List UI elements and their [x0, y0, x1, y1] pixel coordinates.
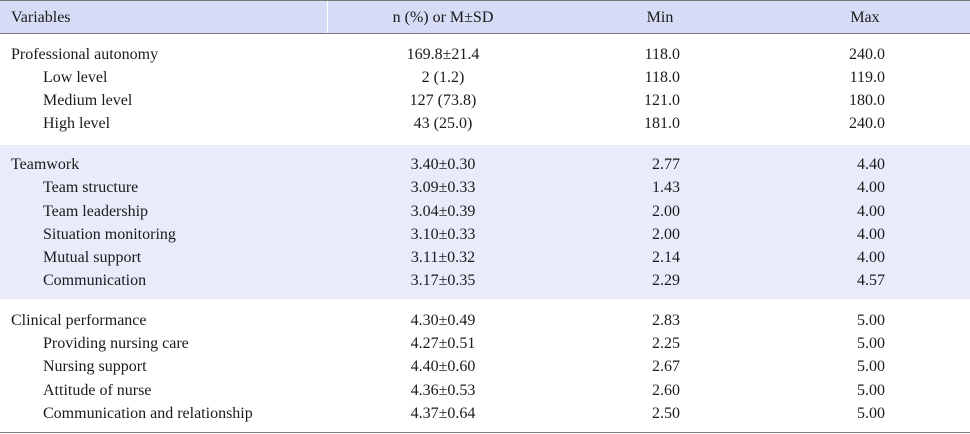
row-max: 240.0 — [849, 46, 885, 63]
row-value: 3.40±0.30 — [410, 156, 476, 173]
row-label: Team structure — [43, 179, 139, 196]
row-label: Nursing support — [43, 358, 147, 375]
row-min: 118.0 — [644, 69, 680, 86]
row-label: Communication and relationship — [43, 405, 253, 422]
row-min: 2.50 — [652, 405, 680, 422]
table-row: Communication and relationship 4.37±0.64… — [0, 402, 970, 425]
row-label: Clinical performance — [11, 312, 147, 329]
row-max: 4.40 — [857, 156, 885, 173]
table-row: Situation monitoring 3.10±0.33 2.00 4.00 — [0, 223, 970, 246]
row-max: 4.00 — [857, 203, 885, 220]
row-min: 2.25 — [652, 335, 680, 352]
table-row: Professional autonomy 169.8±21.4 118.0 2… — [0, 43, 970, 66]
table-row: Clinical performance 4.30±0.49 2.83 5.00 — [0, 309, 970, 332]
row-max: 5.00 — [857, 405, 885, 422]
row-max: 4.00 — [857, 179, 885, 196]
table-row: Communication 3.17±0.35 2.29 4.57 — [0, 269, 970, 292]
row-label: Attitude of nurse — [43, 382, 152, 399]
row-value: 127 (73.8) — [409, 92, 477, 109]
row-label: Professional autonomy — [11, 46, 159, 63]
row-max: 5.00 — [857, 312, 885, 329]
row-max: 119.0 — [849, 69, 885, 86]
header-min: Min — [646, 9, 674, 26]
row-max: 5.00 — [857, 382, 885, 399]
row-max: 240.0 — [849, 115, 885, 132]
row-label: Mutual support — [43, 249, 142, 266]
row-value: 3.04±0.39 — [410, 203, 476, 220]
row-value: 4.30±0.49 — [410, 312, 476, 329]
row-min: 181.0 — [644, 115, 680, 132]
group-professional-autonomy: Professional autonomy 169.8±21.4 118.0 2… — [0, 34, 970, 143]
row-value: 3.09±0.33 — [410, 179, 476, 196]
row-min: 2.77 — [652, 156, 680, 173]
table-row: Team structure 3.09±0.33 1.43 4.00 — [0, 176, 970, 199]
row-label: Providing nursing care — [43, 335, 189, 352]
row-label: Team leadership — [43, 203, 149, 220]
row-min: 2.00 — [652, 203, 680, 220]
header-max: Max — [850, 9, 880, 26]
row-value: 3.10±0.33 — [410, 226, 476, 243]
row-value: 4.27±0.51 — [410, 335, 476, 352]
row-max: 4.57 — [857, 272, 885, 289]
table-header: Variables n (%) or M±SD Min Max — [0, 0, 970, 34]
row-min: 2.67 — [652, 358, 680, 375]
row-min: 1.43 — [652, 179, 680, 196]
row-min: 2.00 — [652, 226, 680, 243]
table-row: Providing nursing care 4.27±0.51 2.25 5.… — [0, 332, 970, 355]
row-label: Low level — [43, 69, 108, 86]
row-value: 4.40±0.60 — [410, 358, 476, 375]
row-min: 2.60 — [652, 382, 680, 399]
row-value: 3.17±0.35 — [410, 272, 476, 289]
row-min: 2.14 — [652, 249, 680, 266]
header-variables: Variables — [11, 9, 71, 26]
row-label: Teamwork — [11, 156, 80, 173]
header-divider — [327, 1, 328, 33]
row-value: 169.8±21.4 — [406, 46, 480, 63]
header-n-mean: n (%) or M±SD — [392, 9, 494, 26]
row-min: 121.0 — [644, 92, 680, 109]
row-value: 2 (1.2) — [421, 69, 465, 86]
row-max: 5.00 — [857, 358, 885, 375]
row-max: 5.00 — [857, 335, 885, 352]
table-row: Mutual support 3.11±0.32 2.14 4.00 — [0, 246, 970, 269]
group-teamwork: Teamwork 3.40±0.30 2.77 4.40 Team struct… — [0, 145, 970, 299]
row-label: High level — [43, 115, 111, 132]
row-max: 4.00 — [857, 226, 885, 243]
table-row: Low level 2 (1.2) 118.0 119.0 — [0, 66, 970, 89]
bottom-rule — [0, 432, 970, 433]
row-value: 4.37±0.64 — [410, 405, 476, 422]
table-row: Teamwork 3.40±0.30 2.77 4.40 — [0, 153, 970, 176]
table-row: High level 43 (25.0) 181.0 240.0 — [0, 112, 970, 135]
row-min: 118.0 — [644, 46, 680, 63]
row-label: Medium level — [43, 92, 133, 109]
table-row: Medium level 127 (73.8) 121.0 180.0 — [0, 89, 970, 112]
row-min: 2.29 — [652, 272, 680, 289]
row-value: 4.36±0.53 — [410, 382, 476, 399]
row-value: 3.11±0.32 — [410, 249, 476, 266]
row-min: 2.83 — [652, 312, 680, 329]
row-max: 180.0 — [849, 92, 885, 109]
table-row: Nursing support 4.40±0.60 2.67 5.00 — [0, 355, 970, 378]
row-value: 43 (25.0) — [413, 115, 473, 132]
table-row: Team leadership 3.04±0.39 2.00 4.00 — [0, 200, 970, 223]
row-label: Communication — [43, 272, 147, 289]
row-label: Situation monitoring — [43, 226, 176, 243]
group-clinical-performance: Clinical performance 4.30±0.49 2.83 5.00… — [0, 299, 970, 432]
table-row: Attitude of nurse 4.36±0.53 2.60 5.00 — [0, 379, 970, 402]
row-max: 4.00 — [857, 249, 885, 266]
